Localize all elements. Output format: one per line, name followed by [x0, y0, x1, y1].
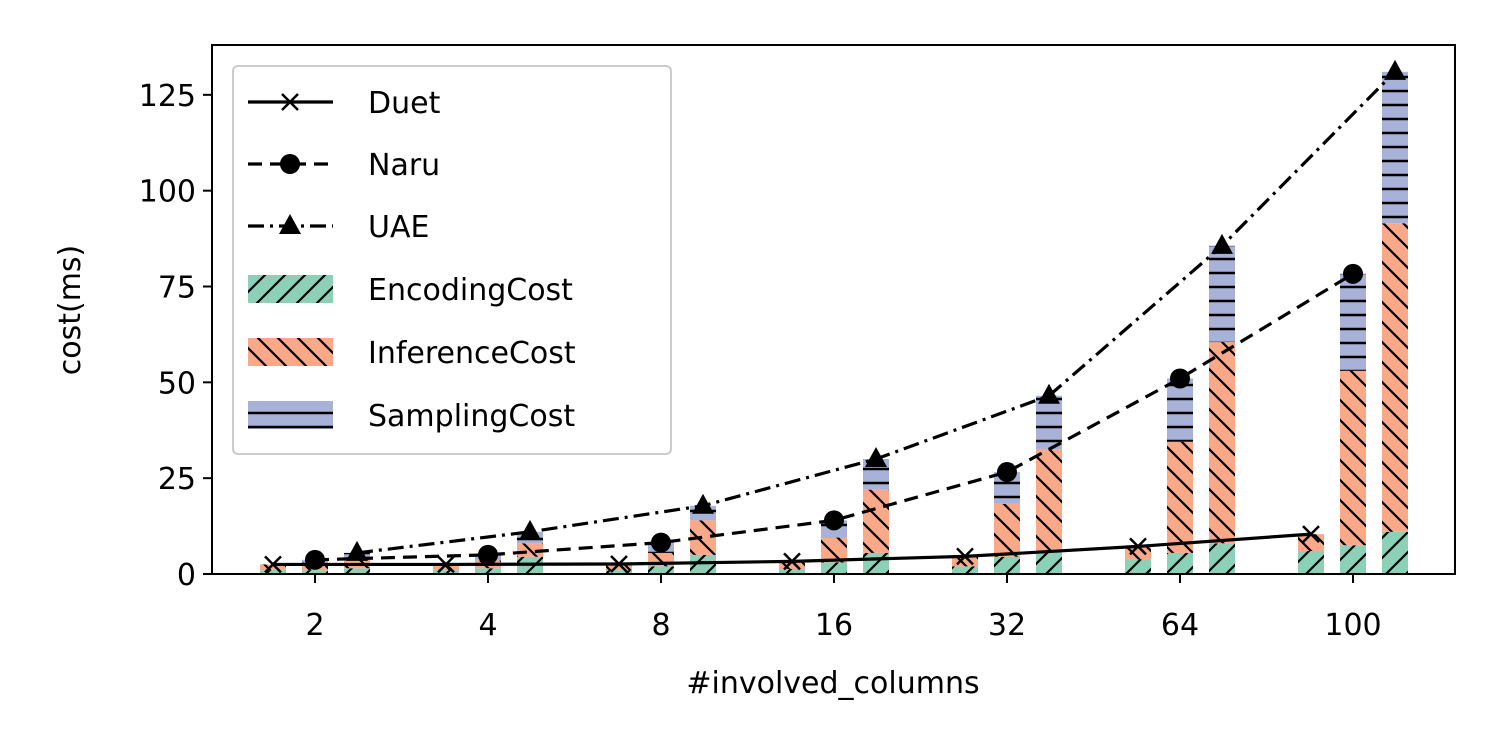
x-axis: 2 4 8 16 32 64 100 [305, 574, 1382, 643]
marker-uae [519, 519, 541, 540]
y-tick-label: 75 [158, 271, 196, 306]
bars-layer [260, 71, 1408, 574]
y-tick-label: 50 [158, 366, 196, 401]
x-tick-label: 4 [478, 608, 497, 643]
legend-label-uae: UAE [368, 210, 429, 245]
bar-duet-encodingcost [1298, 551, 1324, 574]
legend-box [232, 65, 672, 455]
x-axis-label: #involved_columns [686, 666, 979, 701]
bar-naru-encodingcost [1340, 545, 1366, 574]
y-axis-label: cost(ms) [53, 245, 88, 376]
marker-uae [692, 493, 714, 514]
bar-naru-samplingcost [1167, 378, 1193, 442]
x-tick-label: 100 [1324, 608, 1381, 643]
y-tick-label: 0 [177, 558, 196, 593]
bar-naru-samplingcost [1340, 273, 1366, 371]
x-tick-label: 8 [651, 608, 670, 643]
legend-label-samplingcost: SamplingCost [368, 399, 575, 434]
bar-uae-encodingcost [1382, 531, 1408, 574]
legend-label-inferencecost: InferenceCost [368, 336, 576, 371]
bar-uae-encodingcost [1036, 551, 1062, 574]
bar-naru-encodingcost [648, 566, 674, 574]
marker-naru [651, 532, 671, 553]
legend-marker-naru [280, 154, 300, 174]
bar-uae-encodingcost [1209, 543, 1235, 574]
bar-duet-encodingcost [1125, 559, 1151, 574]
x-tick-label: 64 [1161, 608, 1199, 643]
bar-naru-inferencecost [1340, 370, 1366, 546]
legend-items: Duet Naru UAE EncodingCost InferenceCost Samp… [248, 86, 576, 434]
bar-duet-encodingcost [779, 569, 805, 574]
bar-duet-inferencecost [1125, 546, 1151, 560]
y-tick-label: 125 [139, 79, 196, 114]
legend-swatch-encodingcost [248, 275, 333, 303]
legend-label-naru: Naru [368, 148, 440, 183]
bar-uae-samplingcost [1382, 71, 1408, 224]
marker-uae [1384, 59, 1406, 80]
lines-layer [264, 59, 1406, 574]
marker-naru [824, 510, 844, 531]
bar-naru-inferencecost [1167, 441, 1193, 553]
bar-duet-inferencecost [260, 564, 286, 571]
legend-marker-uae [279, 214, 301, 234]
marker-naru [997, 462, 1017, 483]
bar-naru-encodingcost [994, 556, 1020, 574]
bar-duet-inferencecost [433, 564, 459, 571]
marker-naru [1170, 368, 1190, 389]
x-tick-label: 2 [305, 608, 324, 643]
legend-label-encodingcost: EncodingCost [368, 273, 573, 308]
bar-duet-inferencecost [1298, 534, 1324, 551]
marker-duet [610, 555, 628, 573]
bar-duet-encodingcost [606, 570, 632, 574]
marker-duet [956, 547, 974, 566]
bar-uae-encodingcost [863, 552, 889, 574]
bar-uae-encodingcost [344, 568, 370, 574]
legend-label-duet: Duet [368, 86, 441, 121]
bar-naru-encodingcost [821, 562, 847, 574]
bar-uae-inferencecost [1209, 342, 1235, 544]
bar-uae-inferencecost [1382, 223, 1408, 532]
marker-duet [1129, 537, 1147, 556]
marker-uae [1038, 383, 1060, 404]
bar-naru-encodingcost [302, 570, 328, 574]
legend-marker-duet [281, 93, 299, 111]
marker-uae [1211, 233, 1233, 254]
bar-uae-encodingcost [690, 554, 716, 574]
bar-duet-encodingcost [433, 570, 459, 574]
bar-duet-encodingcost [260, 570, 286, 574]
bar-duet-inferencecost [952, 556, 978, 567]
y-axis: 0 25 50 75 100 125 [139, 79, 212, 593]
bar-naru-encodingcost [475, 568, 501, 574]
marker-naru [478, 544, 498, 565]
marker-duet [437, 555, 455, 574]
marker-uae [865, 447, 887, 467]
legend: Duet Naru UAE EncodingCost InferenceCost Samp… [232, 65, 672, 455]
y-tick-label: 100 [139, 175, 196, 210]
bar-duet-inferencecost [606, 564, 632, 571]
marker-naru [1343, 263, 1363, 284]
y-tick-label: 25 [158, 462, 196, 497]
bar-naru-encodingcost [1167, 552, 1193, 574]
marker-duet [783, 552, 801, 571]
bar-uae-samplingcost [1036, 395, 1062, 450]
marker-uae [346, 540, 368, 561]
legend-swatch-inferencecost [248, 338, 333, 366]
legend-swatch-samplingcost [248, 401, 333, 429]
bar-duet-inferencecost [779, 561, 805, 570]
bar-naru-inferencecost [994, 503, 1020, 557]
marker-naru [305, 549, 325, 570]
bar-duet-encodingcost [952, 566, 978, 574]
bar-uae-inferencecost [863, 489, 889, 553]
bar-uae-samplingcost [1209, 245, 1235, 343]
x-tick-label: 16 [815, 608, 853, 643]
x-tick-label: 32 [988, 608, 1026, 643]
bar-uae-inferencecost [1036, 449, 1062, 551]
marker-duet [1302, 525, 1320, 544]
marker-duet [264, 555, 282, 574]
